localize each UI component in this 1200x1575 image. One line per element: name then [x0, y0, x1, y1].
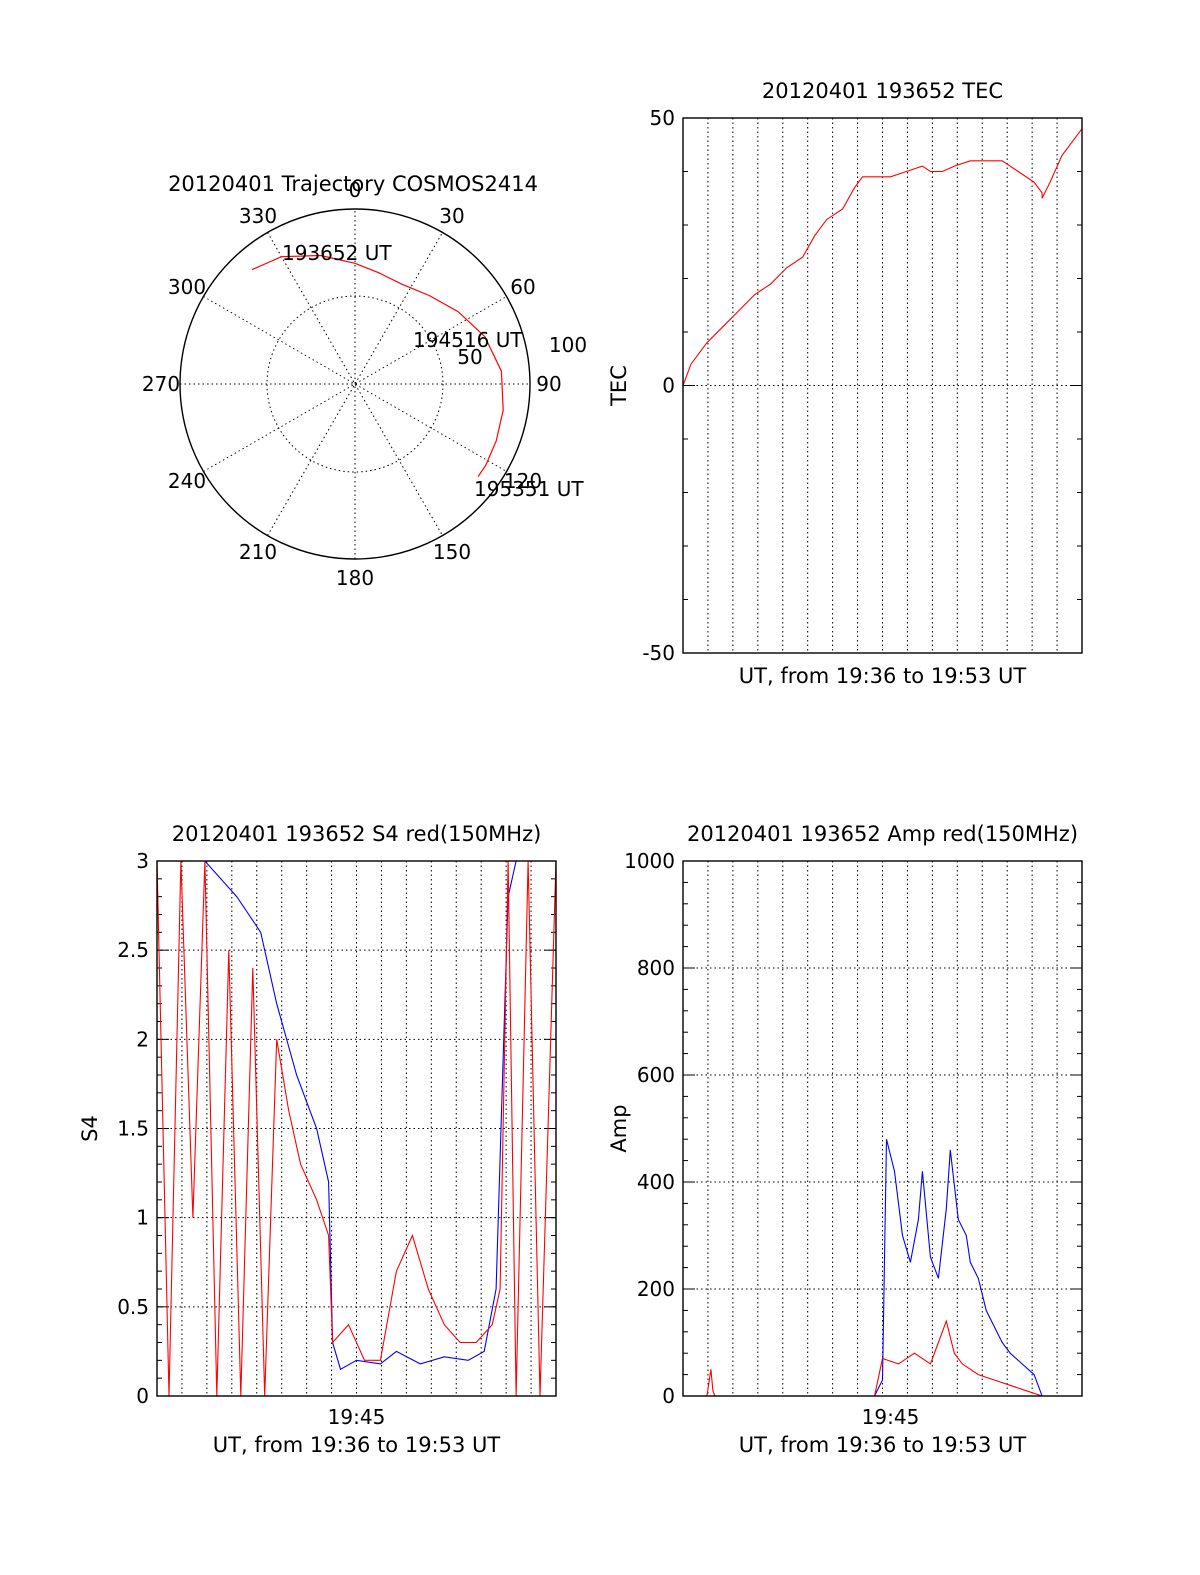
- ytick-label: 0: [136, 1384, 149, 1408]
- s4-ylabel: S4: [78, 1115, 102, 1142]
- ytick-label: 0: [662, 374, 675, 398]
- ytick-label: 1000: [624, 849, 675, 873]
- radius-label-100: 100: [549, 333, 587, 357]
- radius-label-50: 50: [457, 345, 482, 369]
- amp-series-0: [683, 1139, 1082, 1397]
- s4-frame: [156, 860, 557, 1397]
- polar-angle-label: 120: [504, 469, 542, 493]
- ytick-label: 1.5: [117, 1117, 149, 1141]
- polar-angle-label: 330: [239, 204, 277, 228]
- tec-series-0: [682, 128, 1083, 386]
- polar-angle-label: 270: [142, 372, 180, 396]
- ytick-label: 1: [136, 1206, 149, 1230]
- tec-ylabel: TEC: [607, 365, 631, 407]
- ytick-label: 0.5: [117, 1295, 149, 1319]
- amp-frame: [682, 860, 1083, 1397]
- s4-title: 20120401 193652 S4 red(150MHz): [172, 822, 542, 846]
- ytick-label: 200: [637, 1277, 675, 1301]
- polar-angle-label: 30: [439, 204, 464, 228]
- amp-title: 20120401 193652 Amp red(150MHz): [687, 822, 1078, 846]
- polar-angle-label: 90: [536, 372, 561, 396]
- amp-series-1: [683, 1319, 1082, 1397]
- polar-inner-circle: [266, 295, 444, 473]
- s4-series-1: [156, 860, 557, 1397]
- ytick-label: 600: [637, 1063, 675, 1087]
- tec-frame: [682, 117, 1083, 654]
- s4-series-0: [157, 860, 556, 1371]
- trajectory-start-label: 193652 UT: [282, 241, 392, 265]
- xtick-label: 19:45: [862, 1405, 920, 1429]
- polar-angle-label: 60: [510, 275, 535, 299]
- polar-trajectory-plot: 20120401 Trajectory COSMOS2414 0 30 60 90 12…: [142, 172, 587, 590]
- ytick-label: -50: [642, 641, 675, 665]
- polar-angle-label: 180: [336, 566, 374, 590]
- ytick-label: 400: [637, 1170, 675, 1194]
- s4-xlabel: UT, from 19:36 to 19:53 UT: [213, 1433, 501, 1457]
- polar-angle-label: 0: [349, 178, 362, 202]
- tec-xlabel: UT, from 19:36 to 19:53 UT: [739, 664, 1027, 688]
- s4-plot: 20120401 193652 S4 red(150MHz) 0 0.5 1 1.5 2 2…: [78, 822, 557, 1457]
- xtick-label: 19:45: [328, 1405, 386, 1429]
- ytick-label: 2.5: [117, 938, 149, 962]
- polar-angle-labels: 0 30 60 90 120 150 180 210 240 270 300 330: [142, 178, 562, 590]
- trajectory-mid-label: 194516 UT: [413, 328, 523, 352]
- ytick-label: 0: [662, 1384, 675, 1408]
- trajectory-track: [251, 254, 504, 478]
- tec-plot: 20120401 193652 TEC -50 0 50 UT, from 19:36 …: [607, 79, 1083, 688]
- trajectory-end-label: 195351 UT: [474, 477, 584, 501]
- polar-angle-label: 210: [239, 540, 277, 564]
- polar-angle-label: 150: [433, 540, 471, 564]
- amp-xlabel: UT, from 19:36 to 19:53 UT: [739, 1433, 1027, 1457]
- polar-angle-label: 240: [168, 469, 206, 493]
- amp-plot: 20120401 193652 Amp red(150MHz) 0 200 400 60…: [607, 822, 1083, 1457]
- polar-angle-label: 300: [168, 275, 206, 299]
- ytick-label: 800: [637, 956, 675, 980]
- ytick-label: 3: [136, 849, 149, 873]
- amp-ylabel: Amp: [607, 1104, 631, 1152]
- ytick-label: 2: [136, 1027, 149, 1051]
- tec-title: 20120401 193652 TEC: [762, 79, 1003, 103]
- ytick-label: 50: [650, 106, 675, 130]
- polar-title: 20120401 Trajectory COSMOS2414: [168, 172, 538, 196]
